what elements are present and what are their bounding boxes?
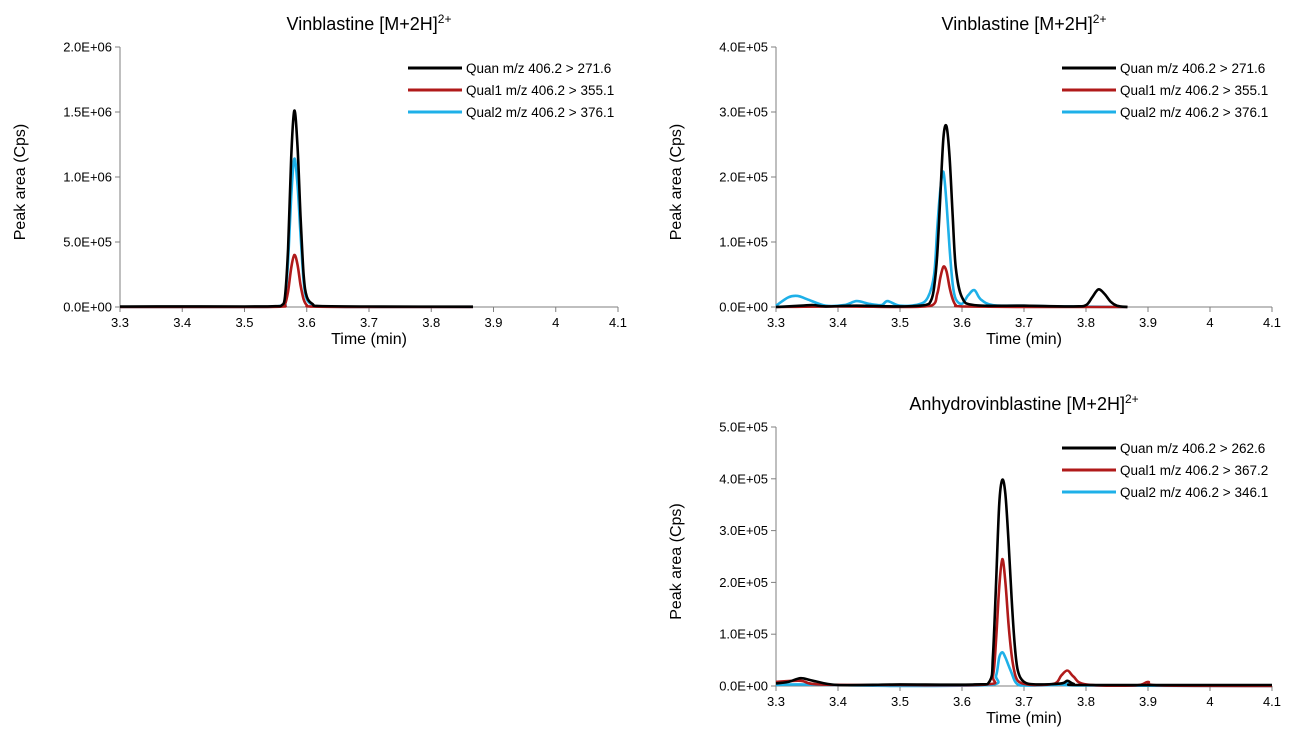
chart-title: Vinblastine [M+2H]2+ (942, 12, 1107, 34)
x-tick-label: 3.7 (360, 315, 378, 330)
legend-label: Quan m/z 406.2 > 262.6 (1120, 441, 1265, 456)
y-tick-label: 4.0E+05 (719, 40, 768, 55)
series-line-1 (119, 253, 473, 309)
x-axis-label: Time (min) (986, 331, 1062, 348)
x-tick-label: 3.3 (767, 315, 785, 330)
x-tick-label: 3.8 (1077, 694, 1095, 709)
y-tick-label: 1.0E+05 (719, 235, 768, 250)
x-tick-label: 4.1 (1263, 694, 1281, 709)
series-line-0 (775, 478, 1273, 687)
x-tick-label: 4 (1206, 694, 1213, 709)
chart-title-main: Vinblastine [M+2H] (942, 14, 1093, 34)
y-tick-label: 3.0E+05 (719, 105, 768, 120)
x-tick-label: 3.9 (484, 315, 502, 330)
y-tick-label: 1.5E+06 (63, 105, 112, 120)
x-axis-label: Time (min) (331, 331, 407, 348)
x-tick-label: 3.8 (422, 315, 440, 330)
y-tick-label: 5.0E+05 (719, 420, 768, 435)
y-tick-label: 1.0E+05 (719, 627, 768, 642)
legend-label: Quan m/z 406.2 > 271.6 (466, 61, 611, 76)
chart-title: Anhydrovinblastine [M+2H]2+ (909, 392, 1138, 414)
x-tick-label: 3.6 (953, 694, 971, 709)
y-axis-label: Peak area (Cps) (668, 503, 685, 620)
y-axis-label: Peak area (Cps) (12, 124, 29, 241)
y-axis-label: Peak area (Cps) (668, 124, 685, 241)
x-tick-label: 3.7 (1015, 315, 1033, 330)
legend-label: Qual1 m/z 406.2 > 367.2 (1120, 463, 1268, 478)
chart-panel: Anhydrovinblastine [M+2H]2+ 0.0E+00 1.0E+0… (668, 392, 1281, 727)
x-tick-label: 4 (1206, 315, 1213, 330)
x-tick-label: 3.3 (111, 315, 129, 330)
chart-title-superscript: 2+ (1125, 392, 1139, 406)
y-tick-label: 1.0E+06 (63, 170, 112, 185)
x-tick-label: 4 (552, 315, 559, 330)
x-tick-label: 4.1 (1263, 315, 1281, 330)
x-tick-label: 3.8 (1077, 315, 1095, 330)
y-tick-label: 0.0E+00 (719, 300, 768, 315)
legend-label: Qual1 m/z 406.2 > 355.1 (466, 83, 614, 98)
chart-panel: Vinblastine [M+2H]2+ 0.0E+00 1.0E+05 2.0E+0… (668, 12, 1281, 348)
x-tick-label: 3.4 (829, 315, 847, 330)
x-tick-label: 3.4 (829, 694, 847, 709)
x-axis-label: Time (min) (986, 710, 1062, 727)
x-tick-label: 4.1 (609, 315, 627, 330)
legend-label: Qual2 m/z 406.2 > 346.1 (1120, 485, 1268, 500)
x-tick-label: 3.6 (298, 315, 316, 330)
legend-label: Qual2 m/z 406.2 > 376.1 (466, 105, 614, 120)
y-tick-label: 4.0E+05 (719, 471, 768, 486)
y-tick-label: 3.0E+05 (719, 523, 768, 538)
chart-panel: Vinblastine [M+2H]2+ 0.0E+00 5.0E+05 1.0E+0… (12, 12, 627, 348)
x-tick-label: 3.7 (1015, 694, 1033, 709)
y-tick-label: 2.0E+05 (719, 170, 768, 185)
y-tick-label: 2.0E+06 (63, 40, 112, 55)
chart-title-main: Anhydrovinblastine [M+2H] (909, 394, 1125, 414)
legend-label: Qual2 m/z 406.2 > 376.1 (1120, 105, 1268, 120)
y-tick-label: 2.0E+05 (719, 575, 768, 590)
x-tick-label: 3.9 (1139, 694, 1157, 709)
series-line-2 (119, 157, 473, 309)
x-tick-label: 3.5 (235, 315, 253, 330)
x-tick-label: 3.5 (891, 315, 909, 330)
y-tick-label: 0.0E+00 (63, 300, 112, 315)
y-tick-label: 5.0E+05 (63, 235, 112, 250)
legend-label: Qual1 m/z 406.2 > 355.1 (1120, 83, 1268, 98)
series-line-0 (119, 109, 474, 308)
x-tick-label: 3.4 (173, 315, 191, 330)
chart-title: Vinblastine [M+2H]2+ (287, 12, 452, 34)
series-line-1 (775, 557, 1273, 688)
x-tick-label: 3.3 (767, 694, 785, 709)
chart-title-superscript: 2+ (438, 12, 452, 26)
series-line-0 (775, 123, 1128, 309)
x-tick-label: 3.5 (891, 694, 909, 709)
x-tick-label: 3.6 (953, 315, 971, 330)
chart-title-superscript: 2+ (1093, 12, 1107, 26)
y-tick-label: 0.0E+00 (719, 679, 768, 694)
chart-title-main: Vinblastine [M+2H] (287, 14, 438, 34)
x-tick-label: 3.9 (1139, 315, 1157, 330)
legend-label: Quan m/z 406.2 > 271.6 (1120, 61, 1265, 76)
